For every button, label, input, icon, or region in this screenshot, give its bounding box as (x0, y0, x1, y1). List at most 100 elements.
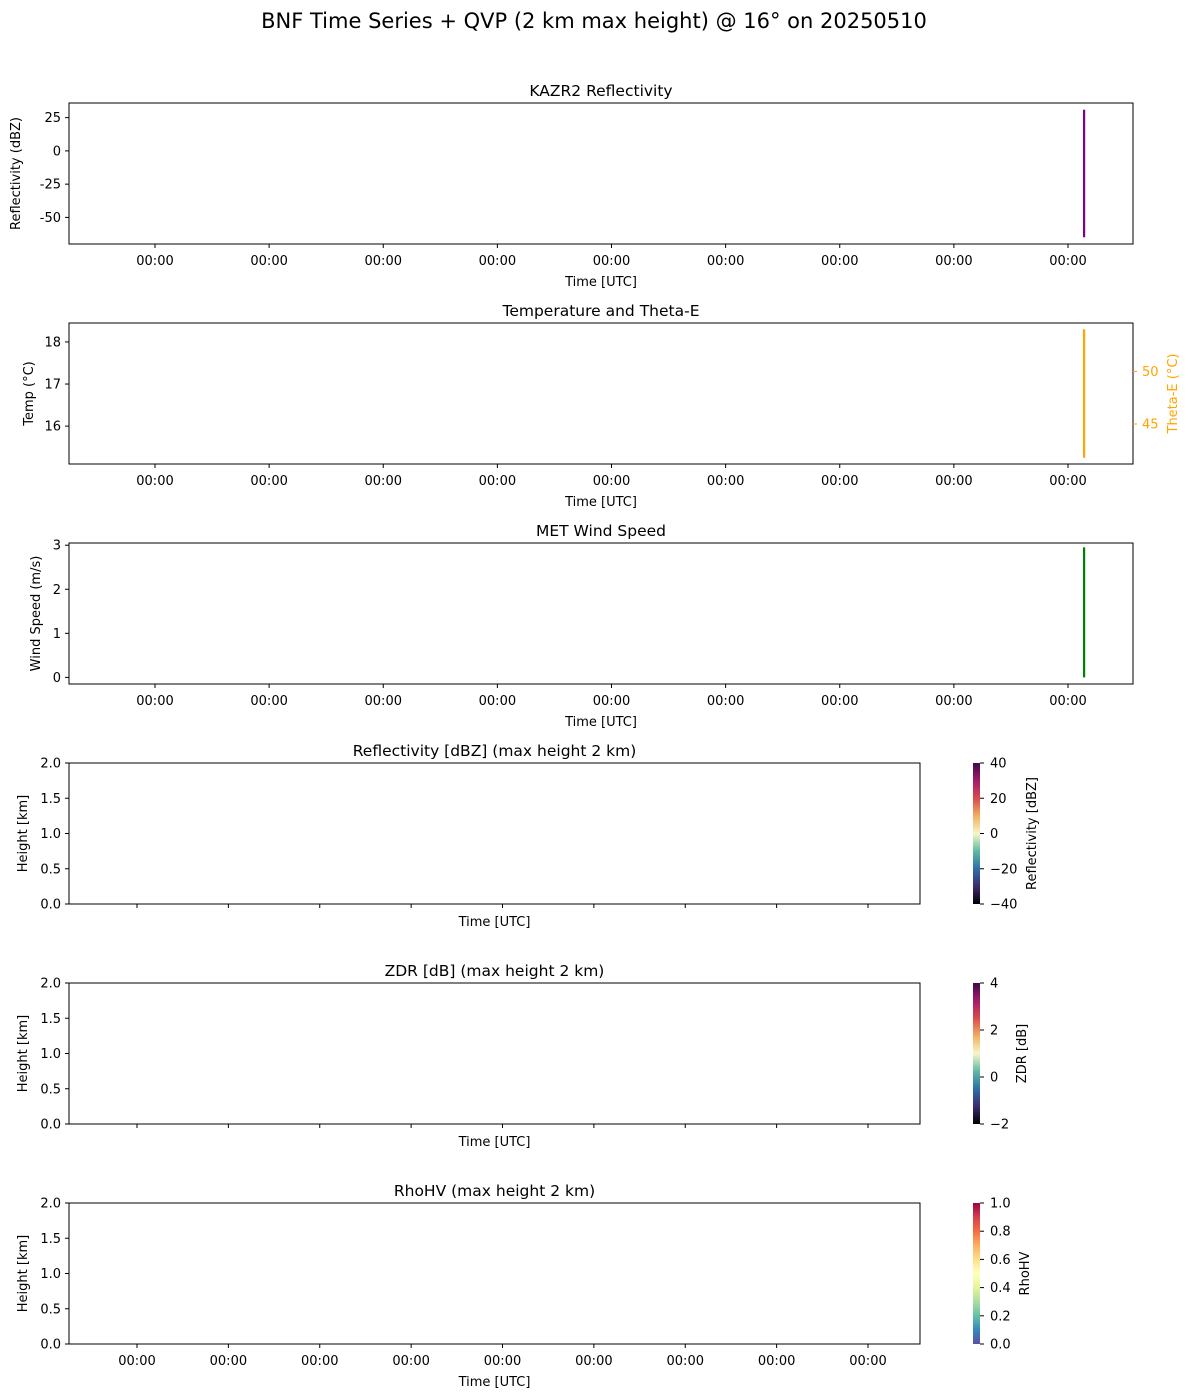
qvp_ref-ytick-label: 1.5 (40, 792, 61, 807)
qvp_rho-xtick-label: 00:00 (667, 1354, 704, 1369)
qvp_rho-xlabel: Time [UTC] (458, 1375, 531, 1390)
qvp_ref-colorbar (973, 763, 980, 904)
temp-xtick-label: 00:00 (479, 474, 516, 489)
kazr-xtick-label: 00:00 (1049, 254, 1086, 269)
kazr-ytick-label: -50 (40, 211, 61, 226)
wind-xtick-label: 00:00 (935, 694, 972, 709)
qvp_rho-colorbar-label: RhoHV (1018, 1251, 1033, 1295)
qvp_ref-ytick-label: 1.0 (40, 827, 61, 842)
qvp_zdr-ytick-label: 0.0 (40, 1118, 61, 1133)
wind-xtick-label: 00:00 (707, 694, 744, 709)
kazr-ylabel: Reflectivity (dBZ) (9, 117, 24, 230)
wind-ylabel: Wind Speed (m/s) (29, 556, 44, 672)
qvp_zdr-axes-frame (68, 982, 921, 1125)
kazr-ytick-label: 0 (53, 144, 61, 159)
qvp_rho-ytick-label: 0.5 (40, 1302, 61, 1317)
qvp_rho-xtick-label: 00:00 (484, 1354, 521, 1369)
kazr-xtick-label: 00:00 (136, 254, 173, 269)
wind-axes-frame (68, 542, 1134, 685)
qvp_rho-colorbar-tick-label: 0.4 (990, 1281, 1011, 1296)
temp-xtick-label: 00:00 (365, 474, 402, 489)
temp-y2tick-label: 45 (1142, 418, 1159, 433)
wind-ytick-label: 0 (53, 671, 61, 686)
qvp_ref-ytick-label: 0.5 (40, 862, 61, 877)
qvp_zdr-colorbar-tick-label: 4 (990, 977, 998, 992)
temp-xtick-label: 00:00 (707, 474, 744, 489)
kazr-xtick-label: 00:00 (821, 254, 858, 269)
qvp_rho-xtick-label: 00:00 (210, 1354, 247, 1369)
qvp_zdr-ytick-label: 2.0 (40, 977, 61, 992)
kazr-ytick-label: 25 (44, 111, 61, 126)
temp-y2label: Theta-E (°C) (1166, 354, 1181, 435)
kazr-ytick-label: -25 (40, 178, 61, 193)
qvp_ref-colorbar-label: Reflectivity [dBZ] (1025, 777, 1040, 890)
wind-xtick-label: 00:00 (821, 694, 858, 709)
wind-xtick-label: 00:00 (479, 694, 516, 709)
qvp_rho-axes-frame (68, 1202, 921, 1345)
qvp_ref-axes-frame (68, 762, 921, 905)
qvp_zdr-ytick-label: 1.5 (40, 1012, 61, 1027)
qvp_ref-ylabel: Height [km] (16, 795, 31, 872)
qvp_ref-title: Reflectivity [dBZ] (max height 2 km) (353, 742, 637, 760)
temp-xtick-label: 00:00 (1049, 474, 1086, 489)
qvp_ref-colorbar-tick-label: −40 (990, 898, 1017, 913)
qvp_rho-xtick-label: 00:00 (301, 1354, 338, 1369)
qvp_ref-colorbar-tick-label: −20 (990, 862, 1017, 877)
qvp_rho-colorbar-tick-label: 1.0 (990, 1197, 1011, 1212)
temp-xtick-label: 00:00 (935, 474, 972, 489)
qvp_rho-colorbar (973, 1203, 980, 1344)
temp-xlabel: Time [UTC] (564, 495, 637, 510)
temp-xtick-label: 00:00 (136, 474, 173, 489)
temp-ytick-label: 17 (44, 378, 61, 393)
temp-ytick-label: 18 (44, 335, 61, 350)
qvp_zdr-colorbar-tick-label: 2 (990, 1024, 998, 1039)
qvp_zdr-colorbar (973, 983, 980, 1124)
qvp_zdr-colorbar-tick-label: −2 (990, 1118, 1009, 1133)
wind-xtick-label: 00:00 (1049, 694, 1086, 709)
kazr-xtick-label: 00:00 (250, 254, 287, 269)
qvp_zdr-colorbar-tick-label: 0 (990, 1071, 998, 1086)
wind-ytick-label: 3 (53, 539, 61, 554)
temp-xtick-label: 00:00 (250, 474, 287, 489)
qvp_ref-xlabel: Time [UTC] (458, 915, 531, 930)
qvp_rho-ylabel: Height [km] (16, 1235, 31, 1312)
qvp_ref-ytick-label: 0.0 (40, 898, 61, 913)
qvp_rho-title: RhoHV (max height 2 km) (394, 1182, 595, 1200)
qvp_ref-colorbar-tick-label: 40 (990, 757, 1007, 772)
qvp_zdr-title: ZDR [dB] (max height 2 km) (385, 962, 605, 980)
wind-title: MET Wind Speed (536, 522, 666, 540)
qvp_ref-colorbar-tick-label: 0 (990, 827, 998, 842)
qvp_rho-ytick-label: 2.0 (40, 1197, 61, 1212)
temp-ylabel: Temp (°C) (22, 361, 37, 427)
kazr-xlabel: Time [UTC] (564, 275, 637, 290)
temp-xtick-label: 00:00 (593, 474, 630, 489)
qvp_rho-colorbar-tick-label: 0.2 (990, 1309, 1011, 1324)
qvp_rho-ytick-label: 1.0 (40, 1267, 61, 1282)
qvp_rho-xtick-label: 00:00 (118, 1354, 155, 1369)
kazr-xtick-label: 00:00 (935, 254, 972, 269)
kazr-xtick-label: 00:00 (479, 254, 516, 269)
qvp_zdr-xlabel: Time [UTC] (458, 1135, 531, 1150)
qvp_zdr-colorbar-label: ZDR [dB] (1015, 1024, 1030, 1083)
wind-xlabel: Time [UTC] (564, 715, 637, 730)
wind-ytick-label: 2 (53, 583, 61, 598)
qvp_zdr-ytick-label: 1.0 (40, 1047, 61, 1062)
qvp_zdr-ytick-label: 0.5 (40, 1082, 61, 1097)
figure-suptitle: BNF Time Series + QVP (2 km max height) … (261, 9, 927, 33)
qvp_rho-xtick-label: 00:00 (758, 1354, 795, 1369)
qvp_rho-colorbar-tick-label: 0.0 (990, 1338, 1011, 1353)
temp-title: Temperature and Theta-E (502, 302, 700, 320)
temp-ytick-label: 16 (44, 420, 61, 435)
qvp_rho-ytick-label: 0.0 (40, 1338, 61, 1353)
temp-xtick-label: 00:00 (821, 474, 858, 489)
qvp_ref-colorbar-tick-label: 20 (990, 792, 1007, 807)
wind-xtick-label: 00:00 (250, 694, 287, 709)
kazr-xtick-label: 00:00 (707, 254, 744, 269)
wind-ytick-label: 1 (53, 627, 61, 642)
qvp_rho-colorbar-tick-label: 0.8 (990, 1225, 1011, 1240)
qvp_zdr-ylabel: Height [km] (16, 1015, 31, 1092)
qvp_rho-xtick-label: 00:00 (849, 1354, 886, 1369)
kazr-title: KAZR2 Reflectivity (529, 82, 672, 100)
temp-y2tick-label: 50 (1142, 365, 1159, 380)
qvp_rho-xtick-label: 00:00 (392, 1354, 429, 1369)
